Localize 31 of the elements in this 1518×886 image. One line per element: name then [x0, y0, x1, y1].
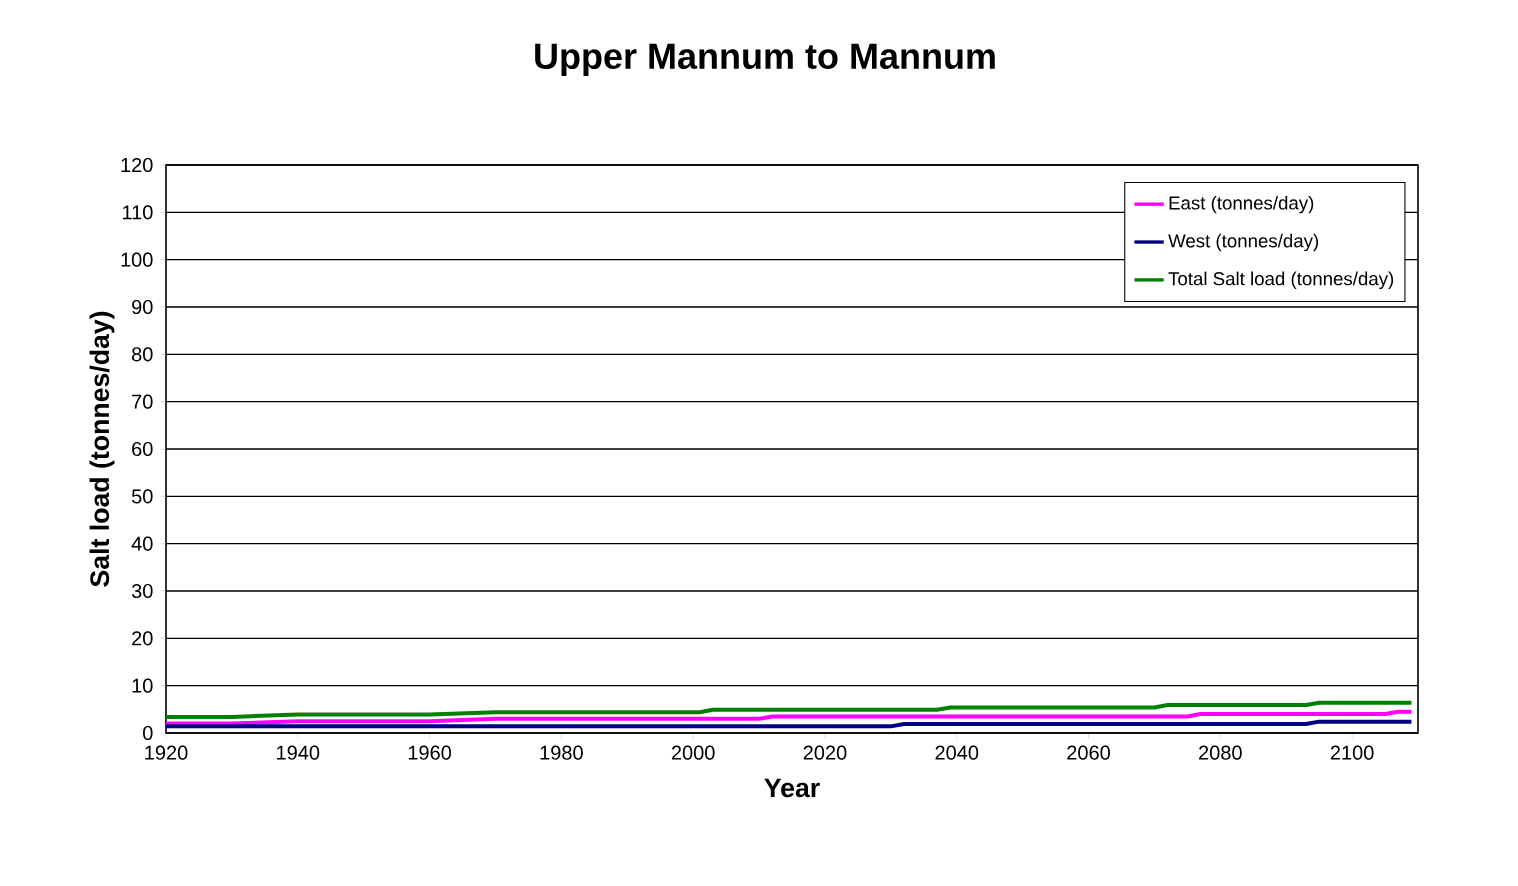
x-tick-label: 2040: [935, 745, 979, 760]
y-tick-label: 0: [143, 725, 153, 741]
y-axis-title: Salt load (tonnes/day): [89, 311, 115, 587]
y-tick-label: 90: [132, 299, 153, 315]
x-tick-label: 2060: [1067, 745, 1110, 760]
legend-label: East (tonnes/day): [1169, 195, 1314, 214]
x-tick-label: 1980: [540, 745, 583, 760]
x-tick-label: 2080: [1199, 745, 1242, 760]
x-tick-label: 2000: [671, 745, 715, 760]
y-tick-label: 70: [132, 394, 153, 409]
line-series: [166, 709, 1414, 726]
y-tick-label: 60: [132, 441, 153, 457]
y-tick-label: 40: [131, 536, 153, 551]
legend-label: Total Salt load (tonnes/day): [1168, 271, 1394, 290]
y-tick-label: 120: [121, 157, 153, 173]
y-tick-label: 20: [132, 631, 153, 646]
y-tick-label: 50: [131, 489, 153, 504]
y-tick-label: 10: [132, 678, 153, 693]
x-tick-label: 1960: [408, 745, 452, 760]
x-axis-title: Year: [764, 778, 820, 798]
line-series: [166, 700, 1414, 719]
x-tick-label: 2100: [1330, 745, 1374, 760]
y-tick-label: 110: [123, 205, 153, 220]
x-tick-label: 2020: [803, 745, 847, 760]
chart-title: Upper Mannum to Mannum: [535, 43, 995, 77]
y-tick-label: 30: [131, 583, 153, 599]
y-tick-label: 100: [121, 252, 153, 267]
x-tick-label: 1940: [277, 745, 320, 760]
y-tick-label: 80: [132, 347, 153, 362]
x-tick-label: 1920: [145, 745, 188, 760]
legend-label: West (tonnes/day): [1168, 233, 1319, 252]
